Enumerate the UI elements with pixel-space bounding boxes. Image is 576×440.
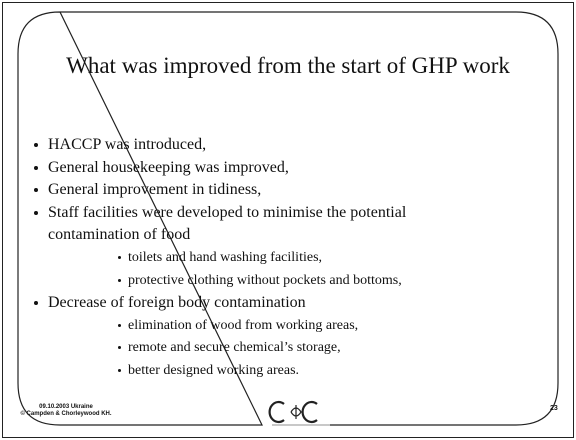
bullet-text: contamination of food — [48, 226, 191, 244]
bullet-text: toilets and hand washing facilities, — [128, 250, 323, 265]
bullet-text: HACCP was introduced, — [48, 136, 207, 153]
bullet-text: Decrease of foreign body contamination — [48, 294, 306, 312]
footer-line: © Campden & Chorleywood KH. — [20, 411, 112, 417]
sub-bullet: toilets and hand washing facilities, — [118, 247, 323, 269]
footer: 09.10.2003 Ukraine © Campden & Chorleywo… — [16, 404, 116, 418]
bullet-dot — [118, 278, 121, 282]
bullet: Staff facilities were developed to minim… — [34, 202, 407, 224]
bullet-text: remote and secure chemical’s storage, — [128, 340, 341, 356]
bullet-text: General housekeeping was improved, — [48, 158, 289, 176]
bullet-dot — [118, 369, 121, 372]
bullet-dot — [34, 210, 38, 215]
bullet-dot — [118, 323, 121, 327]
bullet-dot — [34, 165, 38, 170]
sub-bullet: protective clothing without pockets and … — [118, 270, 402, 292]
sub-bullet: elimination of wood from working areas, — [118, 315, 359, 337]
page-number: 23 — [550, 405, 558, 412]
logo-c-right — [301, 400, 318, 424]
bullet: HACCP was introduced, — [34, 134, 207, 156]
bullet-text: protective clothing without pockets and … — [128, 272, 402, 288]
bullet-text: General improvement in tidiness, — [48, 181, 262, 199]
logo — [268, 400, 330, 426]
bullet-text: Staff facilities were developed to minim… — [48, 203, 407, 221]
bullet-dot — [34, 301, 38, 306]
bullet-dot — [34, 143, 38, 147]
content-box — [17, 11, 559, 426]
bullet-text: elimination of wood from working areas, — [128, 317, 359, 333]
bullet-text: better designed working areas. — [128, 363, 300, 378]
bullet: General improvement in tidiness, — [34, 179, 262, 201]
footer-line: 09.10.2003 Ukraine — [39, 404, 93, 410]
bullet: Decrease of foreign body contamination — [34, 292, 306, 314]
logo-c-left — [268, 400, 285, 424]
bullet-dot — [118, 256, 121, 259]
logo-mark — [290, 405, 302, 419]
bullet-dot — [118, 346, 121, 350]
bullet: General housekeeping was improved, — [34, 157, 289, 179]
bullet: contamination of food — [48, 224, 190, 246]
sub-bullet: remote and secure chemical’s storage, — [118, 337, 341, 359]
slide-title: What was improved from the start of GHP … — [66, 53, 510, 78]
sub-bullet: better designed working areas. — [118, 360, 300, 382]
bullet-dot — [34, 188, 38, 193]
